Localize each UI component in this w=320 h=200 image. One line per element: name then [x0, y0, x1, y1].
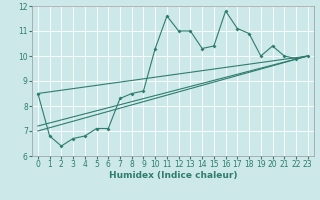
X-axis label: Humidex (Indice chaleur): Humidex (Indice chaleur)	[108, 171, 237, 180]
